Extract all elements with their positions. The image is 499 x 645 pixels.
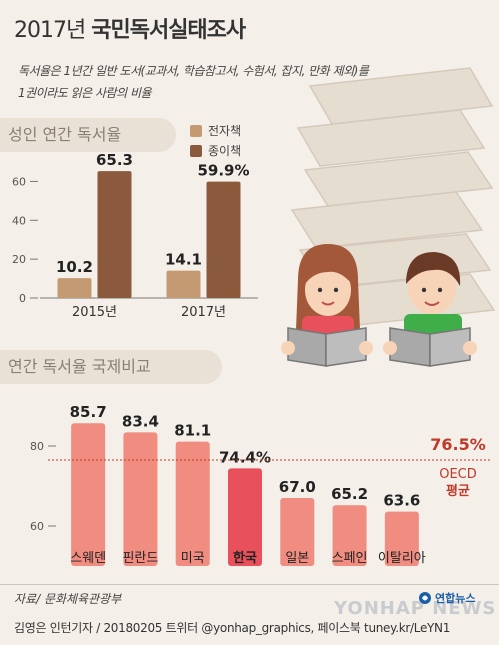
- bar-country: [280, 498, 315, 566]
- y-tick-label: 60: [30, 520, 44, 533]
- bar-value-label: 67.0: [279, 478, 316, 496]
- section-label-adult: 성인 연간 독서율: [0, 118, 176, 152]
- yonhap-logo-text: 연합뉴스: [435, 592, 476, 605]
- section-label-international-text: 연간 독서율 국제비교: [8, 357, 151, 376]
- bar-paper: [206, 181, 241, 298]
- description: 독서율은 1년간 일반 도서(교과서, 학습참고서, 수험서, 잡지, 만화 제…: [18, 60, 369, 104]
- bar-country: [123, 432, 158, 566]
- legend-ebook-label: 전자책: [208, 124, 242, 138]
- bar-value-label: 74.4%: [219, 448, 271, 466]
- adult-reading-rate-chart: 0 20 40 60 10.2 65.3 2015년 14.1 59.9% 2017년: [12, 151, 258, 320]
- international-comparison-chart: 60 80 85.7 스웨덴 83.4 핀란드 81.1 미국 74.4% 한국 67.0 일본 65.…: [30, 403, 490, 566]
- x-category-label: 한국: [233, 550, 257, 566]
- x-category-label: 스페인: [332, 551, 368, 566]
- bar-country: [71, 423, 106, 566]
- page-title: 2017년 국민독서실태조사: [14, 12, 246, 44]
- x-category-label: 핀란드: [122, 551, 158, 566]
- footer-divider: [0, 584, 499, 585]
- bar-value-label: 14.1: [165, 251, 202, 269]
- title-year: 2017년: [14, 18, 92, 43]
- legend-ebook: 전자책: [190, 122, 241, 139]
- oecd-average-label: 평균: [446, 483, 470, 499]
- yonhap-logo: 연합뉴스: [418, 590, 475, 606]
- bar-value-label: 65.2: [331, 485, 368, 503]
- credit-line: 김영은 인턴기자 / 20180205 트위터 @yonhap_graphics…: [14, 621, 451, 635]
- legend-ebook-swatch: [190, 124, 202, 137]
- section-label-adult-text: 성인 연간 독서율: [8, 125, 122, 144]
- oecd-label: OECD: [439, 467, 477, 482]
- x-category-label: 2015년: [72, 305, 117, 320]
- legend-paper-swatch: [190, 144, 202, 157]
- bar-value-label: 10.2: [56, 258, 93, 276]
- bar-value-label: 63.6: [383, 492, 420, 510]
- bar-value-label: 59.9%: [197, 162, 249, 180]
- x-category-label: 2017년: [181, 305, 226, 320]
- bar-value-label: 85.7: [70, 403, 107, 421]
- girl-reader-icon: [281, 244, 373, 367]
- bar-paper: [97, 171, 132, 298]
- x-category-label: 미국: [181, 551, 205, 566]
- bar-value-label: 83.4: [122, 412, 159, 430]
- watermark: YONHAP NEWS: [334, 598, 497, 619]
- description-line-2: 1권이라도 읽은 사람의 비율: [18, 86, 152, 100]
- x-category-label: 이탈리아: [378, 551, 426, 566]
- legend-paper-label: 종이책: [208, 144, 242, 158]
- y-tick-label: 60: [12, 175, 26, 188]
- y-tick-label: 80: [30, 440, 44, 453]
- oecd-average-value: 76.5%: [430, 435, 486, 454]
- readers-illustration: [281, 67, 496, 367]
- yonhap-logo-icon: [419, 592, 431, 604]
- section-label-international: 연간 독서율 국제비교: [0, 350, 222, 384]
- y-tick-label: 20: [12, 253, 26, 266]
- bar-ebook: [57, 278, 92, 298]
- bar-ebook: [166, 270, 201, 298]
- title-main: 국민독서실태조사: [91, 18, 246, 43]
- bar-country: [384, 511, 419, 566]
- bar-country: [175, 441, 210, 566]
- x-category-label: 일본: [285, 551, 309, 566]
- y-tick-label: 0: [19, 292, 26, 305]
- legend-paper: 종이책: [190, 142, 241, 159]
- source-note: 자료/ 문화체육관광부: [14, 592, 122, 606]
- y-tick-label: 40: [12, 214, 26, 227]
- description-line-1: 독서율은 1년간 일반 도서(교과서, 학습참고서, 수험서, 잡지, 만화 제…: [18, 64, 369, 78]
- boy-reader-icon: [383, 252, 477, 367]
- x-category-label: 스웨덴: [70, 551, 106, 566]
- bar-country: [332, 505, 367, 566]
- bar-country: [228, 468, 262, 566]
- bar-value-label: 65.3: [96, 151, 133, 169]
- bar-value-label: 81.1: [174, 422, 211, 440]
